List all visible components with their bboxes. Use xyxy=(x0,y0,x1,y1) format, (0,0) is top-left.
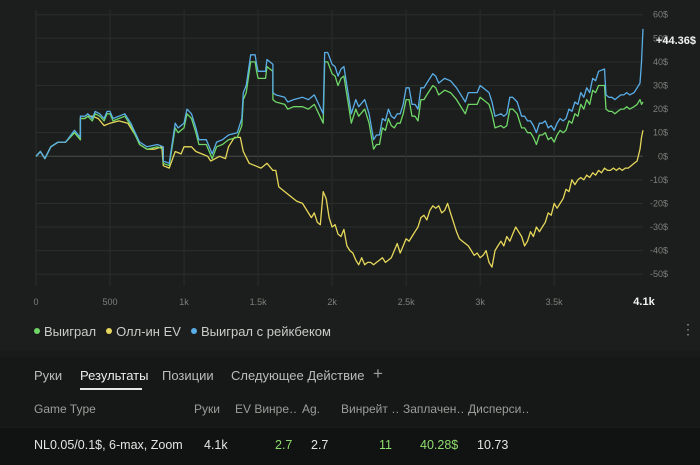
x-tick-label: 2k xyxy=(327,297,337,307)
legend-label-won: Выиграл xyxy=(44,323,97,339)
x-tick-label: 2.5k xyxy=(398,297,416,307)
table-row[interactable]: NL0.05/0.1$, 6-max, Zoom 4.1k 2.7 2.7 11… xyxy=(0,428,700,465)
x-tick-label: 3.5k xyxy=(546,297,564,307)
column-header-winrate[interactable]: Винрейт … xyxy=(341,402,399,416)
tab-hands[interactable]: Руки xyxy=(34,368,63,383)
series-line-won xyxy=(35,61,644,167)
series-line-allin_ev xyxy=(35,115,644,268)
y-tick-label: 60$ xyxy=(653,10,668,20)
x-tick-label: 1.5k xyxy=(250,297,268,307)
active-tab-indicator xyxy=(80,388,142,390)
column-header-game-type[interactable]: Game Type xyxy=(34,402,96,416)
y-tick-label: 40$ xyxy=(653,57,668,67)
chart-legend: Выиграл Олл-ин EV Выиграл с рейкбеком xyxy=(34,322,331,340)
y-tick-label: -50$ xyxy=(650,269,668,279)
x-tick-label: 0 xyxy=(33,297,38,307)
column-header-variance[interactable]: Дисперси… xyxy=(468,402,530,416)
x-tick-label: 3k xyxy=(475,297,485,307)
chart-panel: 60$ 50$ 40$ 30$ 20$ 10$ 0$ -10$ -20$ -30$ -40$ -50$… xyxy=(33,9,696,308)
cell-game-type: NL0.05/0.1$, 6-max, Zoom xyxy=(34,438,183,452)
x-tick-label: 1k xyxy=(179,297,189,307)
table-header: Game Type Руки EV Винре… Ag. Винрейт … З… xyxy=(0,393,700,427)
add-tab-icon[interactable]: + xyxy=(373,364,383,383)
legend-label-rakeback: Выиграл с рейкбеком xyxy=(200,323,331,339)
tab-results[interactable]: Результаты xyxy=(80,368,149,383)
legend-dot-allin-ev-icon xyxy=(106,328,113,334)
cell-ag: 2.7 xyxy=(311,438,329,452)
legend-item-allin-ev[interactable]: Олл-ин EV xyxy=(106,324,181,339)
legend-item-won[interactable]: Выиграл xyxy=(34,324,96,339)
y-tick-label: -30$ xyxy=(650,222,668,232)
x-tick-label: 500 xyxy=(103,297,118,307)
legend-item-rakeback[interactable]: Выиграл с рейкбеком xyxy=(190,323,331,339)
y-tick-label: -20$ xyxy=(650,198,668,208)
x-tick-label: 4.1k xyxy=(633,296,655,308)
results-chart: 60$ 50$ 40$ 30$ 20$ 10$ 0$ -10$ -20$ -30$ -40$ -50$… xyxy=(33,10,696,308)
column-header-ev-winrate[interactable]: EV Винре… xyxy=(235,402,297,416)
tabs-bar: Руки Результаты Позиции Следующее Действ… xyxy=(0,357,700,393)
tab-positions[interactable]: Позиции xyxy=(162,368,214,383)
cell-winrate: 11 xyxy=(379,438,392,452)
cell-ev-winrate: 2.7 xyxy=(275,438,293,452)
y-tick-label: 50$ xyxy=(653,33,668,43)
y-tick-label: -10$ xyxy=(650,175,668,185)
tab-next-action[interactable]: Следующее Действие xyxy=(231,368,365,383)
y-tick-label: -40$ xyxy=(650,246,668,256)
series-line-rakeback xyxy=(35,28,644,164)
column-header-ag[interactable]: Ag. xyxy=(302,402,321,416)
y-tick-label: 10$ xyxy=(653,128,668,138)
cell-paid: 40.28$ xyxy=(420,438,459,452)
legend-dot-rakeback-icon xyxy=(190,328,197,334)
cell-hands: 4.1k xyxy=(204,438,228,452)
legend-dot-won-icon xyxy=(34,328,40,334)
column-header-paid[interactable]: Заплачен… xyxy=(403,402,464,416)
legend-label-allin-ev: Олл-ин EV xyxy=(116,323,181,339)
column-header-hands[interactable]: Руки xyxy=(194,402,220,416)
y-tick-label: 20$ xyxy=(653,104,668,114)
y-tick-label: 30$ xyxy=(653,80,668,90)
y-tick-label: 0$ xyxy=(658,151,668,161)
final-result-label: +44.36$ xyxy=(656,35,696,47)
more-options-icon[interactable]: ⋮ xyxy=(681,321,695,337)
cell-variance: 10.73 xyxy=(477,438,509,452)
